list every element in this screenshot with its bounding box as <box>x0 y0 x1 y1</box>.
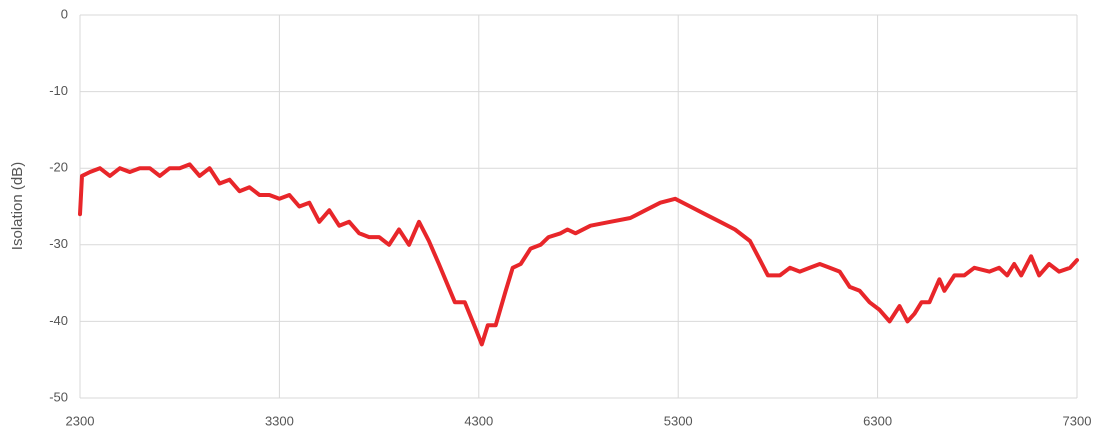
y-tick-label: 0 <box>61 6 68 21</box>
x-tick-label: 6300 <box>863 413 892 428</box>
x-tick-label: 3300 <box>265 413 294 428</box>
x-tick-label: 4300 <box>464 413 493 428</box>
y-tick-label: -10 <box>49 83 68 98</box>
x-tick-label: 2300 <box>66 413 95 428</box>
y-tick-label: -30 <box>49 236 68 251</box>
y-tick-label: -40 <box>49 313 68 328</box>
y-tick-label: -50 <box>49 389 68 404</box>
y-axis-label: Isolation (dB) <box>9 162 26 250</box>
x-tick-label: 5300 <box>664 413 693 428</box>
x-tick-label: 7300 <box>1063 413 1092 428</box>
data-line <box>78 162 1079 347</box>
y-tick-label: -20 <box>49 160 68 175</box>
